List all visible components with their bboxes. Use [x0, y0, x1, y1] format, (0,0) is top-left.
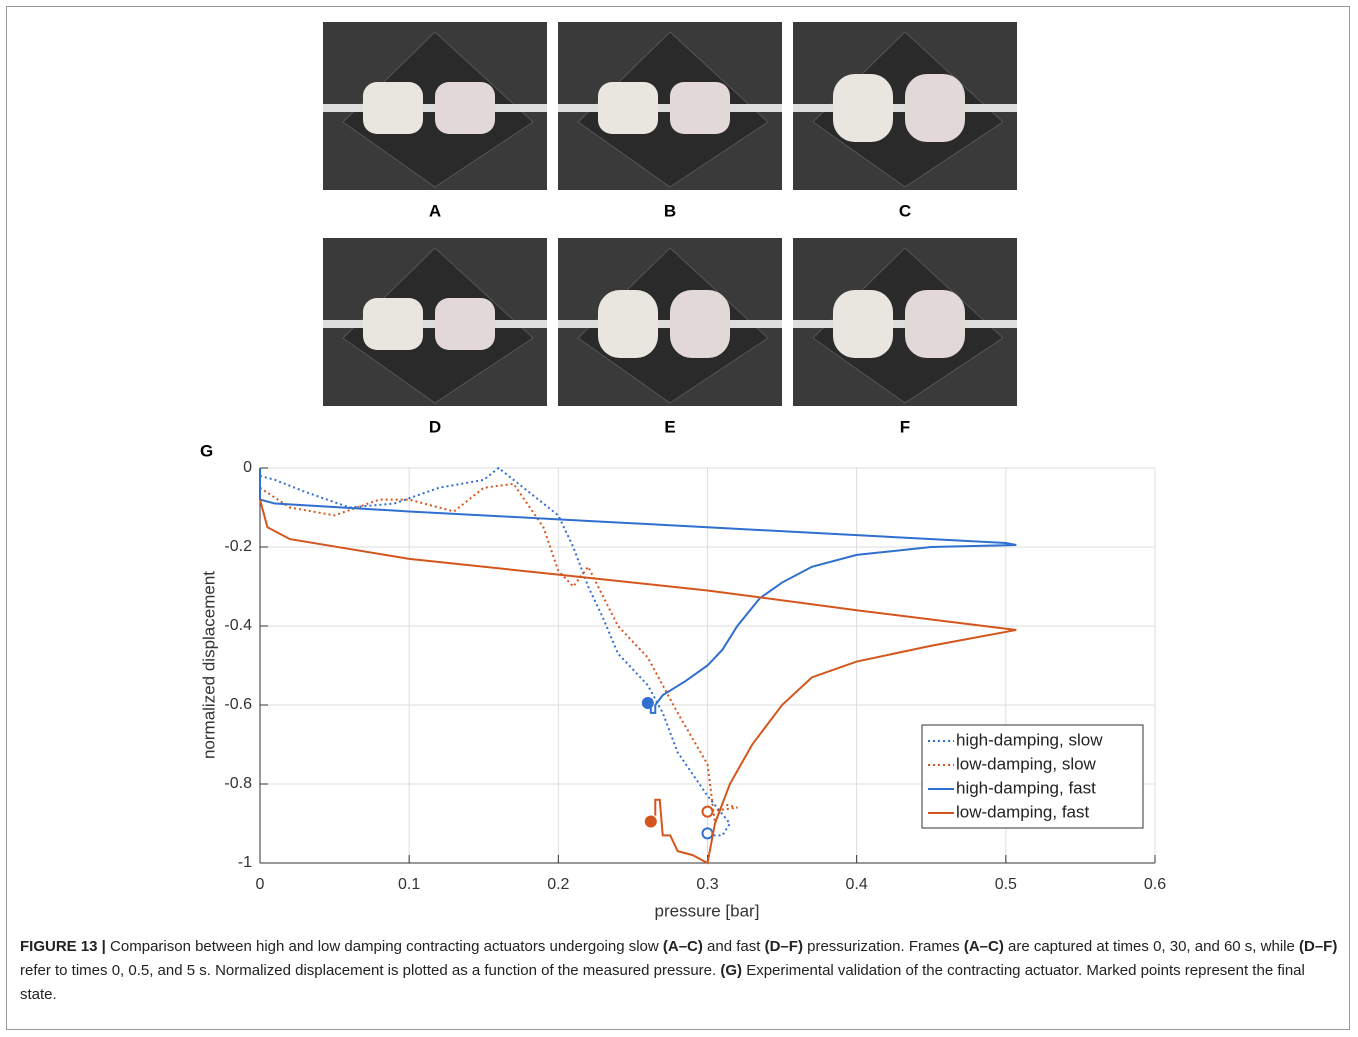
photo [323, 22, 547, 190]
photo [793, 238, 1017, 406]
x-axis-label: pressure [bar] [655, 901, 760, 920]
actuator [833, 74, 893, 142]
y-tick-label: -1 [238, 854, 252, 871]
panel-label: G [200, 441, 213, 460]
actuator [905, 74, 965, 142]
legend-label: low-damping, fast [956, 802, 1090, 821]
x-tick-label: 0.3 [696, 876, 718, 893]
legend-label: high-damping, fast [956, 778, 1096, 797]
actuator [670, 290, 730, 358]
caption-text: (G) [720, 962, 743, 979]
photo-label: B [664, 201, 676, 220]
final-marker [641, 697, 654, 710]
series-line [259, 499, 1017, 865]
legend-label: high-damping, slow [956, 730, 1103, 749]
figure: G pressure [bar] normalized displacement… [199, 22, 1166, 920]
photo-label: A [429, 201, 441, 220]
photo-label: F [900, 417, 910, 436]
photo [323, 238, 547, 406]
x-tick-label: 0.6 [1144, 876, 1166, 893]
caption-text: Experimental validation of the contracti… [20, 962, 1310, 1003]
actuator [598, 290, 658, 358]
y-tick-label: -0.8 [224, 775, 252, 792]
x-tick-label: 0.2 [547, 876, 569, 893]
x-tick-label: 0.4 [846, 876, 868, 893]
final-marker [644, 815, 657, 828]
caption-text: (D–F) [1299, 938, 1338, 955]
figure-frame [6, 6, 1350, 1030]
y-tick-label: -0.2 [224, 538, 252, 555]
legend-box [921, 724, 1144, 829]
x-tick-label: 0.1 [398, 876, 420, 893]
caption-text: (A–C) [963, 938, 1004, 955]
series-line [259, 466, 732, 837]
legend-label: low-damping, slow [956, 754, 1097, 773]
y-tick-label: -0.6 [224, 696, 252, 713]
caption-text: pressurization. Frames [802, 938, 964, 955]
caption-text: Comparison between high and low damping … [105, 938, 663, 955]
photo-label: C [899, 201, 911, 220]
final-marker [701, 827, 714, 840]
actuator [363, 82, 423, 134]
actuator [435, 82, 495, 134]
caption-text: refer to times 0, 0.5, and 5 s. Normaliz… [20, 938, 1342, 979]
caption-text: FIGURE 13 | [20, 938, 106, 955]
x-tick-label: 0 [256, 876, 265, 893]
final-marker [701, 805, 714, 818]
actuator [598, 82, 658, 134]
photo-label: D [429, 417, 441, 436]
actuator [833, 290, 893, 358]
actuator [905, 290, 965, 358]
caption-text: (A–C) [662, 938, 703, 955]
x-tick-label: 0.5 [995, 876, 1017, 893]
y-axis-label: normalized displacement [199, 571, 218, 759]
caption-text: are captured at times 0, 30, and 60 s, w… [1003, 938, 1299, 955]
photo [558, 22, 782, 190]
photo-label: E [664, 417, 675, 436]
photo [793, 22, 1017, 190]
series-line [259, 468, 1017, 714]
caption-text: and fast [702, 938, 765, 955]
actuator [670, 82, 730, 134]
caption: FIGURE 13 | Comparison between high and … [20, 935, 1340, 1007]
caption-text: (D–F) [764, 938, 803, 955]
actuator [435, 298, 495, 350]
y-tick-label: -0.4 [224, 617, 252, 634]
y-tick-label: 0 [243, 459, 252, 476]
actuator [363, 298, 423, 350]
photo [558, 238, 782, 406]
